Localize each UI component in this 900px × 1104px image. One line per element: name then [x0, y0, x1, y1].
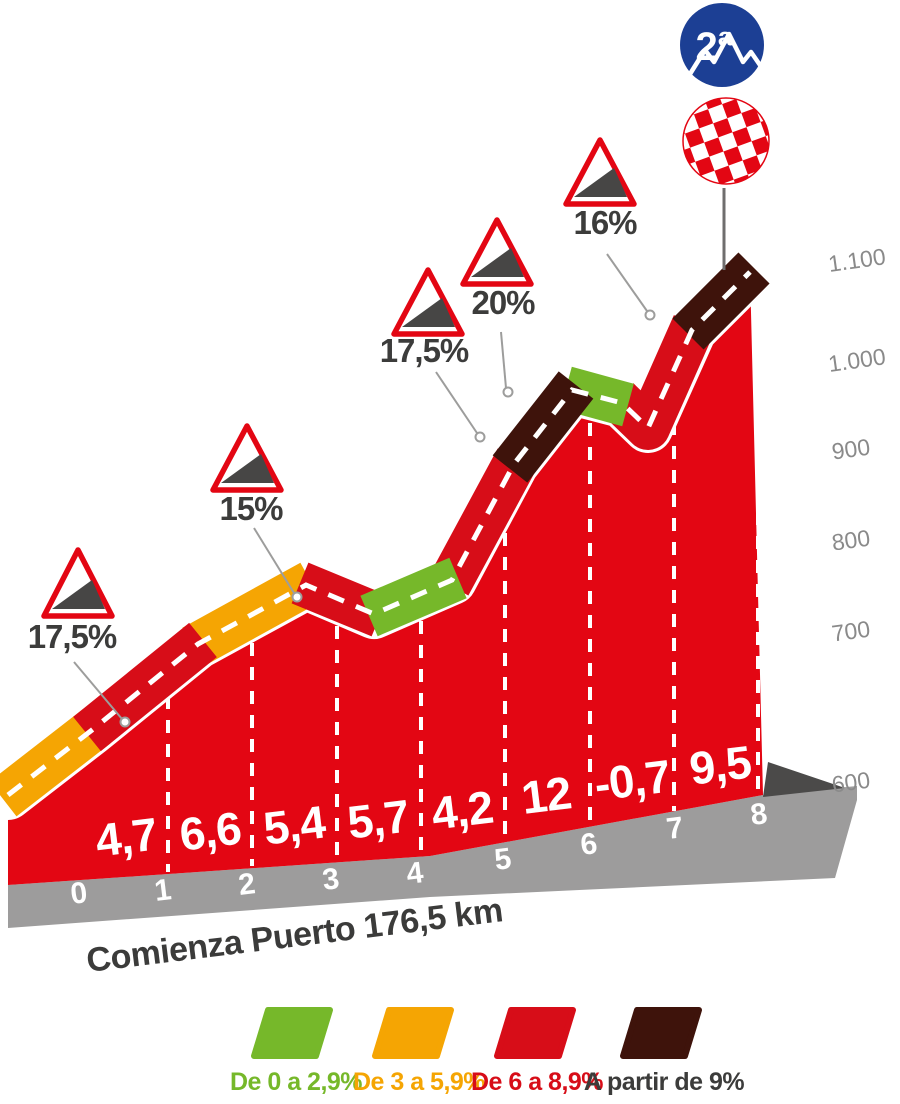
gradient-value: 6,6 [177, 802, 244, 861]
pointer-line [500, 331, 507, 389]
km-separators [166, 296, 760, 872]
km-label: 8 [749, 797, 770, 832]
sign-label: 20% [471, 284, 535, 321]
gradient-legend: De 0 a 2,9% De 3 a 5,9% De 6 a 8,9% A pa… [230, 1007, 745, 1096]
elevation-label: 800 [830, 525, 872, 556]
steepness-sign: 15% [210, 423, 284, 527]
sign-pointers [73, 253, 656, 728]
base-band-face [8, 786, 857, 928]
km-label: 0 [69, 876, 90, 911]
slope-glyph [52, 580, 105, 609]
sign-label: 16% [573, 204, 637, 241]
elevation-label: 600 [830, 767, 872, 798]
gradient-value: 5,7 [345, 790, 412, 849]
legend-swatch-maroon [620, 1007, 702, 1059]
gradient-value: -0,7 [592, 750, 673, 811]
steepness-sign: 16% [563, 137, 638, 241]
legend-label: A partir de 9% [584, 1068, 744, 1096]
legend-swatch-red [494, 1007, 576, 1059]
elevation-label: 700 [830, 616, 872, 647]
legend-swatch-orange [372, 1007, 454, 1059]
elevation-label: 1.100 [827, 243, 888, 277]
pointer-line [606, 253, 648, 312]
mountain-icon [687, 31, 765, 77]
slope-glyph [574, 168, 627, 197]
pointer-dot [474, 431, 486, 443]
summit-markers: 2ª [680, 3, 770, 270]
slope-glyph [221, 454, 274, 483]
pointer-dot [644, 309, 656, 321]
category-badge: 2ª [680, 3, 765, 87]
pointer-dot [502, 386, 514, 398]
sign-label: 15% [219, 490, 283, 527]
km-label: 2 [237, 867, 258, 902]
base-band [8, 762, 857, 928]
steepness-sign: 17,5% [28, 547, 118, 655]
km-label: 7 [665, 811, 686, 846]
legend-swatch-green [251, 1007, 333, 1059]
steepness-sign: 17,5% [380, 267, 470, 369]
km-label: 5 [493, 842, 514, 877]
summit-checkered-flag [682, 97, 770, 185]
km-label: 3 [321, 862, 342, 897]
legend-label: De 6 a 8,9% [471, 1068, 603, 1096]
slope-glyph [402, 298, 455, 327]
slope-glyph [471, 248, 524, 277]
km-label: 6 [579, 827, 600, 862]
gradient-value: 5,4 [261, 795, 329, 854]
road-centerline [6, 270, 752, 797]
pointer-dot [291, 591, 303, 603]
sign-label: 17,5% [28, 618, 117, 655]
pointer-dot [119, 716, 131, 728]
pointer-line [253, 527, 295, 594]
gradient-values: 4,7 6,6 5,4 5,7 4,2 12 -0,7 9,5 [93, 736, 754, 867]
base-band-end-cap [763, 762, 845, 797]
pointer-line [73, 661, 123, 720]
gradient-value: 12 [518, 766, 573, 824]
pointer-line [435, 371, 478, 434]
gradient-value: 9,5 [687, 736, 754, 795]
road-band [0, 247, 775, 820]
elevation-label: 900 [830, 434, 872, 465]
sign-label: 17,5% [380, 332, 469, 369]
elevation-axis: 1.100 1.000 900 800 700 600 [827, 243, 888, 797]
gradient-value: 4,7 [93, 808, 160, 867]
legend-label: De 0 a 2,9% [230, 1068, 362, 1096]
km-label: 4 [405, 856, 426, 891]
steepness-signs: 17,5% 15% 17,5% 20% 16% [28, 137, 656, 728]
gradient-value: 4,2 [429, 781, 496, 840]
elevation-label: 1.000 [827, 343, 888, 377]
legend-label: De 3 a 5,9% [353, 1068, 485, 1096]
steepness-sign: 20% [460, 217, 536, 321]
km-label: 1 [153, 873, 174, 908]
km-axis: 0 1 2 3 4 5 6 7 8 [69, 797, 770, 911]
